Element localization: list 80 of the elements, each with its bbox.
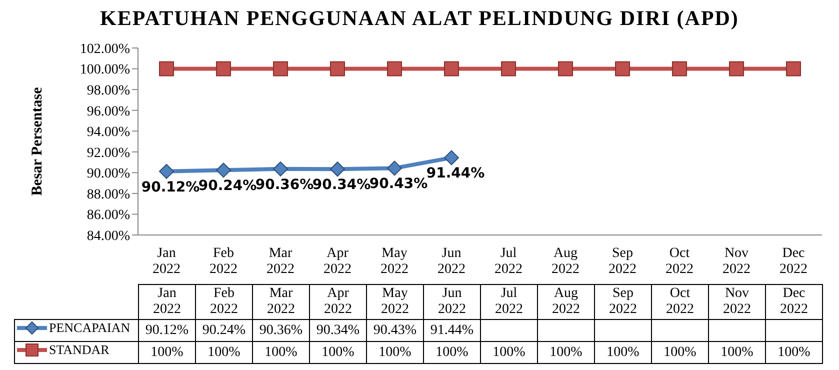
- data-label: 100%: [766, 342, 822, 364]
- y-tick-label: 96.00%: [86, 104, 130, 120]
- y-tick-label: 88.00%: [86, 187, 130, 202]
- point: [216, 61, 231, 76]
- y-tick-label: 92.00%: [86, 146, 130, 161]
- category-label: Oct 2022: [666, 286, 694, 317]
- category-label: Jun 2022: [438, 286, 466, 317]
- x-tick-label: Oct 2022: [666, 246, 694, 277]
- point: [387, 160, 402, 176]
- category-label: Jan 2022: [153, 286, 181, 317]
- category-label: Nov 2022: [723, 286, 751, 317]
- category-label: May 2022: [381, 286, 409, 317]
- data-label: 100%: [196, 342, 252, 364]
- data-label: 100%: [708, 342, 766, 364]
- x-tick-label: Mar 2022: [266, 246, 294, 277]
- point: [501, 61, 516, 76]
- point: [159, 164, 174, 179]
- y-tick-label: 94.00%: [86, 125, 130, 140]
- x-tick-label: Apr 2022: [324, 246, 352, 277]
- y-tick-label: 100.00%: [80, 62, 130, 78]
- point: [330, 61, 345, 76]
- data-label: 100%: [252, 342, 310, 364]
- data-label: 90.43%: [366, 320, 424, 342]
- text: 90.24%: [198, 178, 257, 194]
- data-label: 100%: [594, 342, 652, 364]
- point: [729, 61, 744, 76]
- x-tick-label: May 2022: [380, 246, 408, 277]
- text: 91.44%: [426, 166, 485, 182]
- point: [273, 161, 288, 176]
- y-tick-label: 86.00%: [86, 208, 130, 224]
- category-label: Jul 2022: [495, 286, 523, 317]
- data-label: 100%: [424, 342, 480, 364]
- data-label: 100%: [538, 342, 594, 364]
- data-label: 90.36%: [252, 320, 310, 342]
- data-label: 90.24%: [196, 320, 252, 342]
- point: [786, 61, 801, 76]
- data-label: 100%: [310, 342, 366, 364]
- x-tick-label: Dec 2022: [780, 246, 808, 277]
- point: [273, 61, 288, 76]
- data-label: 100%: [366, 342, 424, 364]
- x-tick-label: Jan 2022: [152, 246, 180, 277]
- point: [216, 162, 231, 178]
- x-tick-label: Feb 2022: [210, 246, 238, 277]
- text: 90.12%: [141, 179, 200, 196]
- x-tick-label: Aug 2022: [552, 246, 580, 277]
- category-label: Aug 2022: [552, 286, 580, 317]
- y-tick-label: 84.00%: [86, 228, 130, 244]
- y-tick-label: 90.00%: [86, 166, 130, 182]
- data-label: 90.12%: [138, 320, 196, 342]
- y-axis-title: Besar Persentase: [29, 86, 46, 196]
- data-label: 90.34%: [310, 320, 366, 342]
- point: [444, 61, 459, 76]
- point: [558, 61, 573, 76]
- legend-label: STANDAR: [49, 342, 110, 358]
- text: 90.43%: [369, 176, 428, 192]
- x-tick-label: Sep 2022: [608, 246, 636, 277]
- data-label: 100%: [480, 342, 538, 364]
- y-tick-label: 102.00%: [80, 42, 130, 57]
- point: [330, 162, 345, 177]
- x-tick-label: Jul 2022: [494, 246, 522, 277]
- category-label: Feb 2022: [210, 286, 238, 317]
- category-label: Sep 2022: [609, 286, 637, 317]
- text: 90.36%: [255, 176, 314, 193]
- data-label: 91.44%: [424, 320, 480, 342]
- x-tick-label: Jun 2022: [438, 246, 466, 277]
- point: [159, 61, 174, 76]
- point: [672, 61, 687, 76]
- chart-title: KEPATUHAN PENGGUNAAN ALAT PELINDUNG DIRI (APD): [99, 6, 740, 31]
- x-tick-label: Nov 2022: [722, 246, 750, 277]
- point: [615, 61, 630, 76]
- y-tick-label: 98.00%: [86, 84, 130, 99]
- legend-label: PENCAPAIAN: [49, 320, 130, 336]
- category-label: Mar 2022: [267, 286, 295, 317]
- point: [444, 150, 459, 166]
- data-label: 100%: [138, 342, 196, 364]
- data-label: 100%: [652, 342, 708, 364]
- category-label: Dec 2022: [780, 286, 808, 317]
- point: [387, 61, 402, 76]
- category-label: Apr 2022: [324, 286, 352, 317]
- text: 90.34%: [312, 177, 371, 194]
